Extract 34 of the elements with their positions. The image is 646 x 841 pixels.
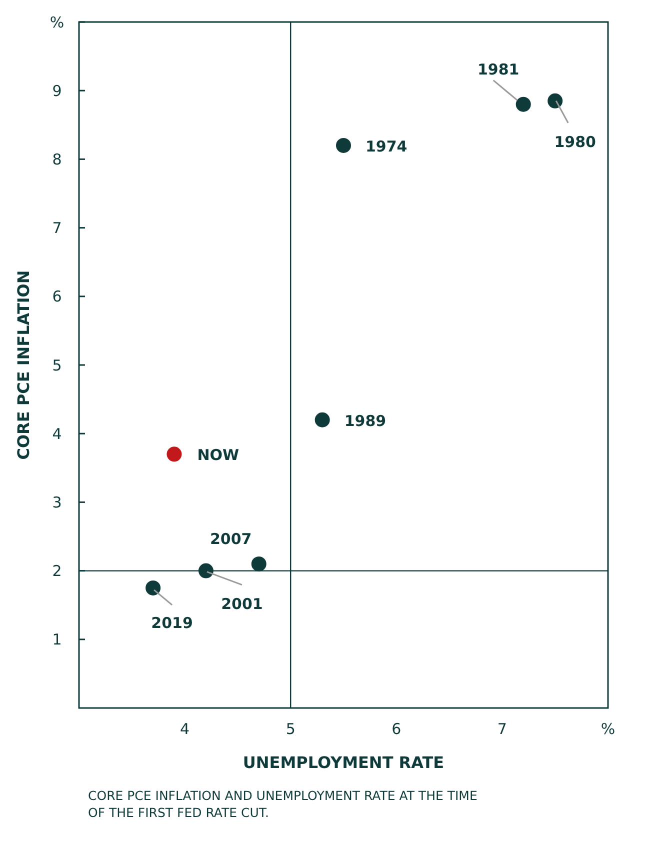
x-tick-label: 4 [180,720,190,738]
y-tick-label: 7 [52,219,62,238]
x-axis-title: UNEMPLOYMENT RATE [242,753,444,772]
x-tick-label: 7 [497,720,507,738]
y-tick-label: 1 [52,630,62,649]
point [146,580,161,596]
y-axis-title: CORE PCE INFLATION [14,270,33,460]
y-tick-label: 4 [52,424,62,443]
annotation: 2007 [210,530,252,548]
point [251,556,266,572]
y-tick-label: % [50,13,64,32]
y-tick-label: 6 [52,288,62,306]
annotation: 1980 [554,132,596,151]
annotation: 1974 [366,137,408,156]
x-tick-label: 5 [286,720,296,738]
y-tick-label: 9 [52,82,62,100]
annotation: 2019 [151,614,193,632]
point [548,93,563,108]
y-tick-label: 8 [52,150,62,168]
annotation: 1981 [477,60,520,78]
point [166,446,182,462]
annotation: 2001 [221,594,263,613]
x-tick-label: 6 [392,720,402,738]
x-tick-label: % [600,720,616,738]
annotation: 1989 [344,412,386,430]
text: CORE PCE INFLATION AND UNEMPLOYMENT RATE AT THE TIME OF THE FIRST FED RATE CUT. [88,788,478,820]
annotation: NOW [197,446,240,464]
point [198,563,214,578]
point [516,96,531,112]
y-tick-label: 2 [52,562,62,580]
y-tick-label: 3 [52,493,62,512]
point [336,138,351,153]
point [314,412,330,428]
y-tick-label: 5 [52,356,62,374]
